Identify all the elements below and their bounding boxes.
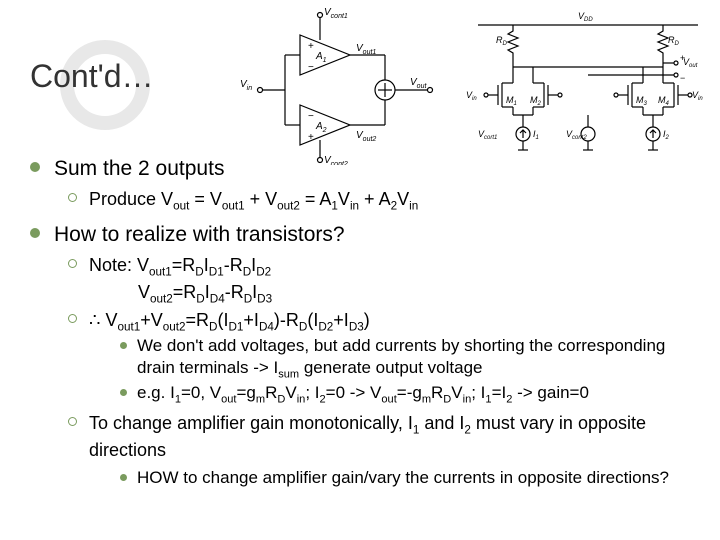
eq-vout2: Vout2=RDID4-RDID3 <box>138 280 700 307</box>
sub-note: Note: Vout1=RDID1-RDID2 <box>68 253 700 280</box>
svg-text:VDD: VDD <box>578 11 593 23</box>
subsub-how: HOW to change amplifier gain/vary the cu… <box>120 467 700 489</box>
subsub-eg: e.g. I1=0, Vout=gmRDVin; I2=0 -> Vout=-g… <box>120 382 700 407</box>
circle-icon <box>68 314 77 323</box>
svg-text:+: + <box>308 132 314 143</box>
svg-text:Vout: Vout <box>410 77 427 90</box>
dot-icon <box>120 389 127 396</box>
circle-icon <box>68 259 77 268</box>
svg-text:Vcont2: Vcont2 <box>566 129 587 141</box>
svg-text:RD: RD <box>496 35 508 47</box>
svg-text:−: − <box>308 62 314 73</box>
block-diagram: + − − + A1 A2 Vcont1 Vcont2 Vin Vout1 Vo… <box>230 5 450 165</box>
sub-therefore: ∴ Vout1+Vout2=RD(ID1+ID4)-RD(ID2+ID3) <box>68 308 700 335</box>
text-eg: e.g. I1=0, Vout=gmRDVin; I2=0 -> Vout=-g… <box>137 382 589 407</box>
svg-text:+: + <box>308 41 314 52</box>
svg-text:RD: RD <box>668 35 680 47</box>
svg-text:I2: I2 <box>663 129 670 141</box>
circuit-diagrams: + − − + A1 A2 Vcont1 Vcont2 Vin Vout1 Vo… <box>230 5 718 165</box>
eq-produce: Produce Vout = Vout1 + Vout2 = A1Vin + A… <box>89 187 418 214</box>
subsub-dontadd: We don't add voltages, but add currents … <box>120 335 700 382</box>
svg-text:+: + <box>680 53 685 63</box>
svg-text:Vout1: Vout1 <box>356 43 376 56</box>
bullet-disc-icon <box>30 228 40 238</box>
circle-icon <box>68 193 77 202</box>
dot-icon <box>120 474 127 481</box>
eq-note: Note: Vout1=RDID1-RDID2 <box>89 253 271 280</box>
bullet-text: Sum the 2 outputs <box>54 155 224 183</box>
bullet-sum: Sum the 2 outputs <box>30 155 700 183</box>
svg-text:M1: M1 <box>506 95 517 107</box>
svg-text:Vin: Vin <box>692 90 703 102</box>
svg-text:I1: I1 <box>533 129 539 141</box>
text-dontadd: We don't add voltages, but add currents … <box>137 335 700 382</box>
text-tochange: To change amplifier gain monotonically, … <box>89 411 700 463</box>
text-how: HOW to change amplifier gain/vary the cu… <box>137 467 669 489</box>
transistor-schematic: VDD RD RD Vout + − Vin Vin M1 M2 M3 M4 V… <box>458 5 718 165</box>
bullet-text: How to realize with transistors? <box>54 221 345 249</box>
svg-text:M3: M3 <box>636 95 648 107</box>
svg-text:Vcort1: Vcort1 <box>478 129 497 141</box>
slide-title: Cont'd… <box>30 58 154 95</box>
svg-text:Vout2: Vout2 <box>356 130 376 143</box>
svg-text:Vcont1: Vcont1 <box>324 7 348 20</box>
eq-therefore: ∴ Vout1+Vout2=RD(ID1+ID4)-RD(ID2+ID3) <box>89 308 370 335</box>
svg-text:M4: M4 <box>658 95 670 107</box>
bullet-disc-icon <box>30 162 40 172</box>
slide-body: Sum the 2 outputs Produce Vout = Vout1 +… <box>30 155 700 489</box>
svg-text:−: − <box>680 73 685 83</box>
svg-text:Vin: Vin <box>466 90 477 102</box>
svg-text:M2: M2 <box>530 95 542 107</box>
circle-icon <box>68 417 77 426</box>
dot-icon <box>120 342 127 349</box>
sub-tochange: To change amplifier gain monotonically, … <box>68 411 700 463</box>
svg-text:−: − <box>308 111 314 122</box>
bullet-how: How to realize with transistors? <box>30 221 700 249</box>
svg-text:Vin: Vin <box>240 79 252 92</box>
sub-produce: Produce Vout = Vout1 + Vout2 = A1Vin + A… <box>68 187 700 214</box>
